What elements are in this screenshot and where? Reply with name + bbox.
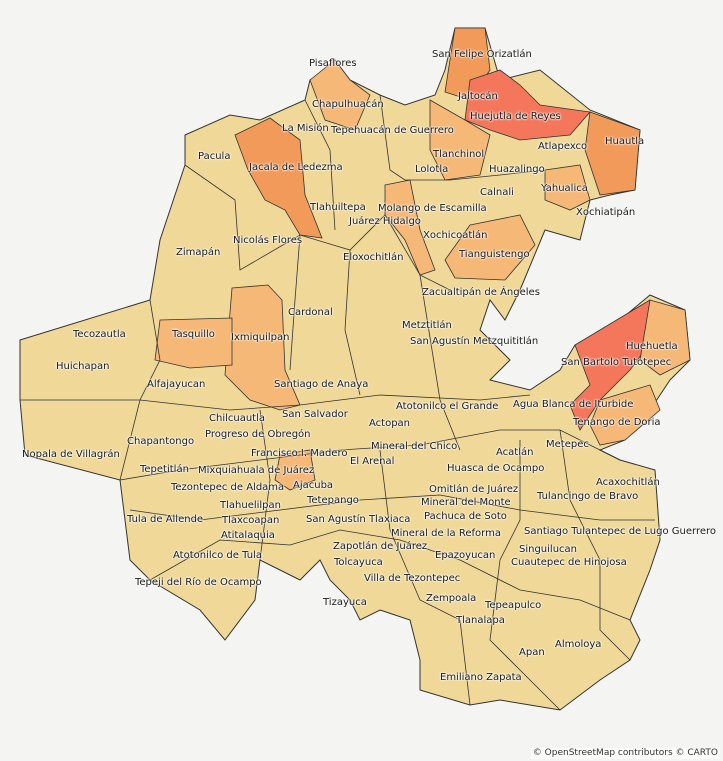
region-tenango: [589, 384, 661, 446]
region-huehuetla: [639, 299, 691, 376]
highlighted-municipalities: [154, 27, 691, 491]
municipal-borders: [20, 94, 655, 711]
region-fimadero: [274, 449, 316, 491]
map-attribution[interactable]: © OpenStreetMap contributors © CARTO: [530, 748, 720, 759]
region-jacala: [234, 117, 323, 239]
state-outline: [19, 27, 691, 711]
region-tasquillo: [154, 317, 233, 369]
region-tlanchinol: [429, 99, 491, 181]
hidalgo-municipalities[interactable]: [19, 27, 691, 711]
region-chapulhuacan: [309, 59, 371, 131]
region-tianguistengo: [444, 214, 536, 281]
region-yahualica: [544, 164, 591, 211]
region-huejutla: [464, 69, 591, 141]
region-molango: [384, 179, 436, 276]
region-huautla: [584, 111, 641, 196]
